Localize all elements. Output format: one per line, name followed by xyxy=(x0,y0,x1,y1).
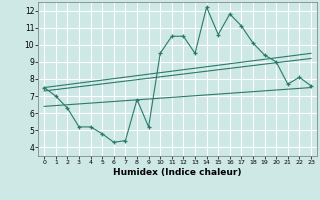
X-axis label: Humidex (Indice chaleur): Humidex (Indice chaleur) xyxy=(113,168,242,177)
